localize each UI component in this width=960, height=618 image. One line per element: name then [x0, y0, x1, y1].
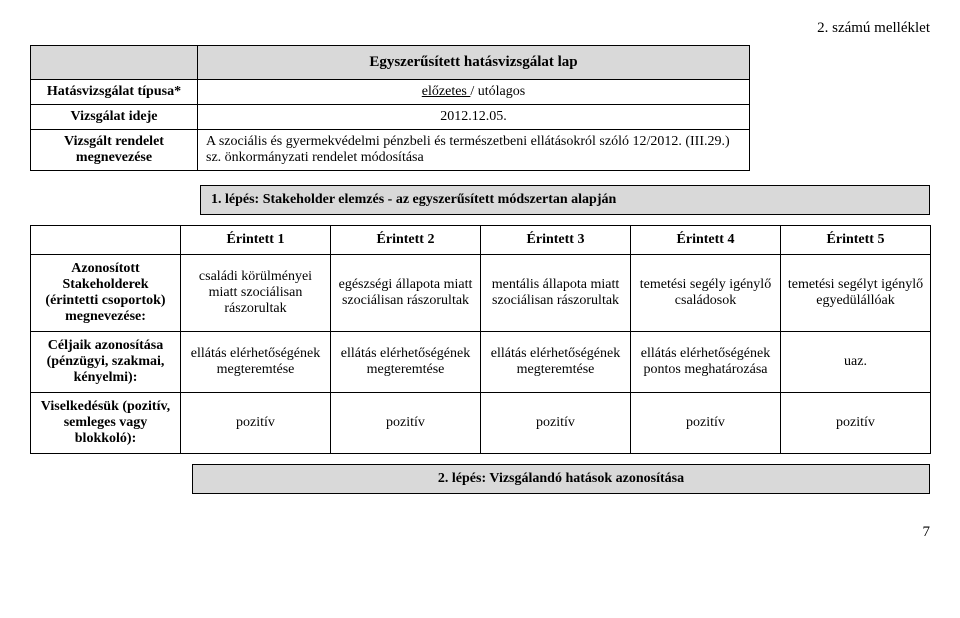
main-row-2-cell-0: pozitív	[181, 393, 331, 454]
top-row-label-0: Hatásvizsgálat típusa*	[31, 80, 198, 105]
main-row-1-cell-0: ellátás elérhetőségének megteremtése	[181, 332, 331, 393]
main-col-1: Érintett 2	[331, 226, 481, 255]
main-row-0-cell-3: temetési segély igénylő családosok	[631, 255, 781, 332]
top-blank-cell	[31, 46, 198, 80]
main-row-2-cell-1: pozitív	[331, 393, 481, 454]
step1-spacer	[30, 186, 201, 215]
main-row-0-cell-2: mentális állapota miatt szociálisan rász…	[481, 255, 631, 332]
main-row-2-head: Viselkedésük (pozitív, semleges vagy blo…	[31, 393, 181, 454]
main-row-0-cell-1: egészségi állapota miatt szociálisan rás…	[331, 255, 481, 332]
main-col-0: Érintett 1	[181, 226, 331, 255]
main-row-0-head: Azonosított Stakeholderek (érintetti cso…	[31, 255, 181, 332]
main-row-1-cell-2: ellátás elérhetőségének megteremtése	[481, 332, 631, 393]
top-row-label-2: Vizsgált rendelet megnevezése	[31, 130, 198, 171]
main-row-0-cell-4: temetési segélyt igénylő egyedülállóak	[781, 255, 931, 332]
main-row-1-cell-3: ellátás elérhetőségének pontos meghatáro…	[631, 332, 781, 393]
step2-row: 2. lépés: Vizsgálandó hatások azonosítás…	[30, 464, 930, 494]
main-row-1-cell-4: uaz.	[781, 332, 931, 393]
main-row-2-cell-2: pozitív	[481, 393, 631, 454]
main-corner	[31, 226, 181, 255]
step2-label: 2. lépés: Vizsgálandó hatások azonosítás…	[193, 465, 930, 494]
main-row-1-cell-1: ellátás elérhetőségének megteremtése	[331, 332, 481, 393]
top-row-0-underline: előzetes	[422, 84, 471, 99]
main-col-4: Érintett 5	[781, 226, 931, 255]
main-row-1-head: Céljaik azonosítása (pénzügyi, szakmai, …	[31, 332, 181, 393]
main-col-3: Érintett 4	[631, 226, 781, 255]
top-row-value-1: 2012.12.05.	[198, 105, 750, 130]
step2-spacer	[30, 465, 193, 494]
top-row-0-rest: / utólagos	[470, 84, 525, 99]
step1-label: 1. lépés: Stakeholder elemzés - az egysz…	[201, 186, 930, 215]
top-row-label-1: Vizsgálat ideje	[31, 105, 198, 130]
main-table: Érintett 1 Érintett 2 Érintett 3 Érintet…	[30, 225, 931, 454]
step1-row: 1. lépés: Stakeholder elemzés - az egysz…	[30, 185, 930, 215]
main-row-2-cell-4: pozitív	[781, 393, 931, 454]
page-number: 7	[30, 524, 930, 541]
top-title: Egyszerűsített hatásvizsgálat lap	[198, 46, 750, 80]
top-row-value-0: előzetes / utólagos	[198, 80, 750, 105]
main-row-0-cell-0: családi körülményei miatt szociálisan rá…	[181, 255, 331, 332]
top-row-value-2: A szociális és gyermekvédelmi pénzbeli é…	[198, 130, 750, 171]
annex-label: 2. számú melléklet	[30, 20, 930, 37]
main-col-2: Érintett 3	[481, 226, 631, 255]
top-table: Egyszerűsített hatásvizsgálat lap Hatásv…	[30, 45, 750, 171]
main-row-2-cell-3: pozitív	[631, 393, 781, 454]
